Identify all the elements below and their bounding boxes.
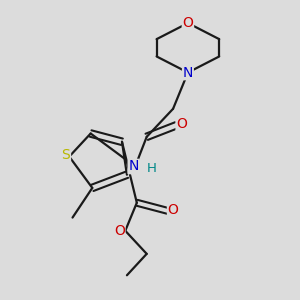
Text: O: O	[114, 224, 125, 239]
Text: N: N	[128, 160, 139, 173]
Text: O: O	[176, 117, 187, 131]
Text: H: H	[147, 162, 157, 175]
Text: S: S	[61, 148, 70, 162]
Text: O: O	[168, 203, 178, 217]
Text: N: N	[183, 65, 193, 80]
Text: O: O	[182, 16, 193, 30]
